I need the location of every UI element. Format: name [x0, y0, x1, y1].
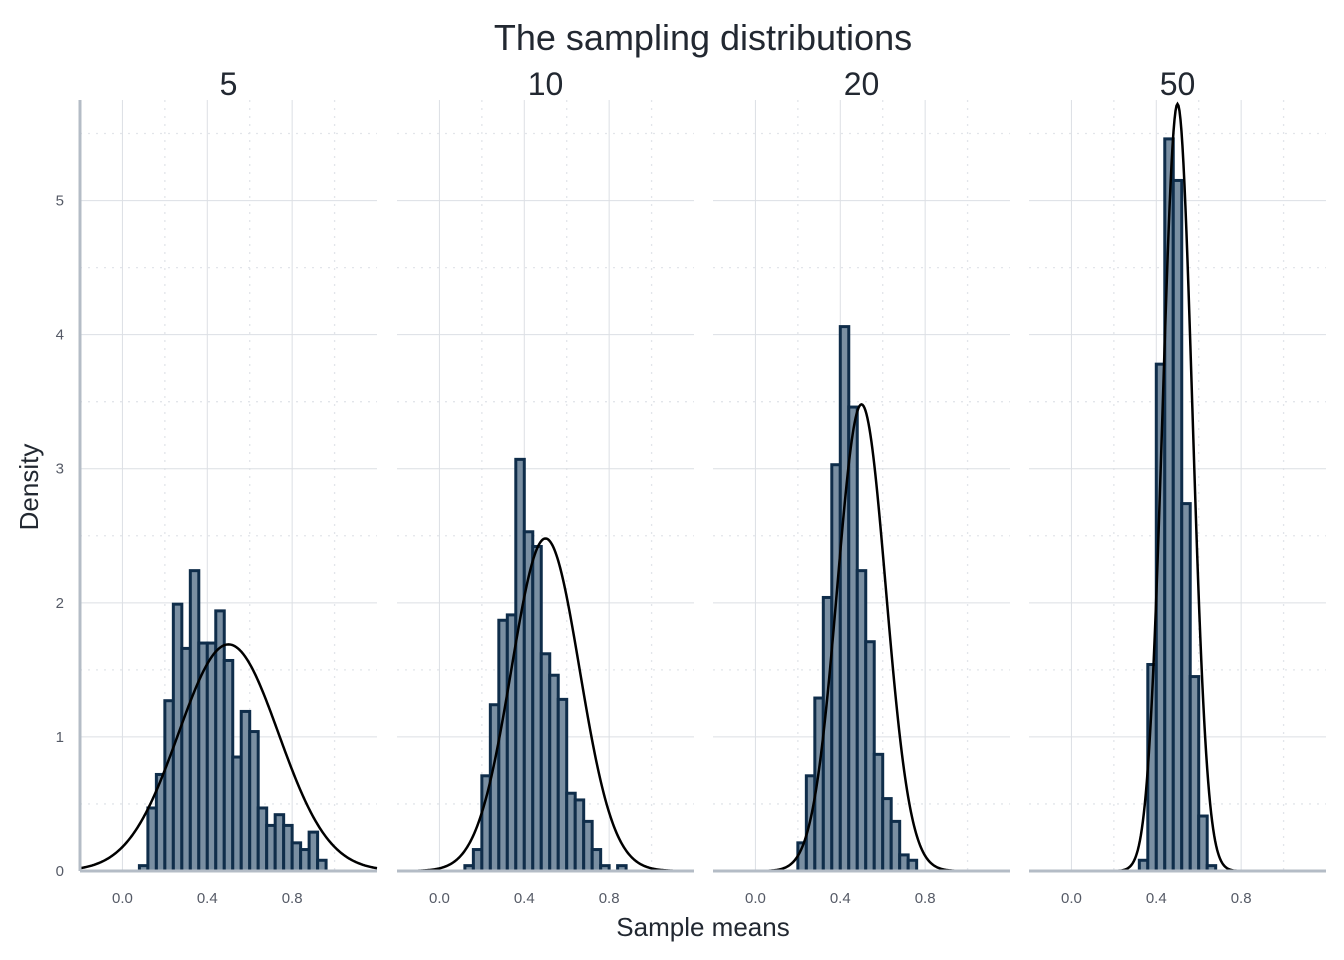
- histogram-bar: [906, 858, 919, 873]
- y-tick-label: 1: [56, 729, 64, 746]
- y-tick-label: 3: [56, 461, 64, 478]
- x-tick-label: 0.4: [830, 890, 851, 907]
- panel-5: 5 0.0 0.4 0.8 0 1 2 3 4 5: [56, 66, 378, 907]
- y-tick-label: 0: [56, 863, 64, 880]
- x-tick-label: 0.8: [599, 890, 620, 907]
- x-tick-label: 0.0: [1061, 890, 1082, 907]
- panel-20: 20 0.0 0.4 0.8: [713, 66, 1010, 907]
- facet-label: 10: [528, 66, 564, 102]
- x-tick-label: 0.4: [514, 890, 535, 907]
- facet-label: 50: [1160, 66, 1196, 102]
- histogram-bar: [316, 858, 328, 873]
- histogram-bar: [1197, 814, 1209, 873]
- x-axis-label: Sample means: [616, 912, 789, 942]
- y-tick-label: 2: [56, 595, 64, 612]
- y-tick-label: 4: [56, 327, 64, 344]
- facet-label: 20: [844, 66, 880, 102]
- x-tick-label: 0.8: [1231, 890, 1252, 907]
- facet-label: 5: [220, 66, 238, 102]
- x-tick-label: 0.0: [112, 890, 133, 907]
- x-tick-label: 0.4: [1146, 890, 1167, 907]
- normal-density-curve: [79, 643, 378, 870]
- x-tick-label: 0.4: [197, 890, 218, 907]
- x-tick-label: 0.0: [429, 890, 450, 907]
- normal-density-curve: [397, 537, 694, 873]
- y-axis-label: Density: [14, 444, 44, 531]
- x-tick-label: 0.8: [282, 890, 303, 907]
- panel-10: 10 0.0 0.4 0.8: [397, 66, 694, 907]
- x-tick-label: 0.0: [745, 890, 766, 907]
- x-tick-label: 0.8: [915, 890, 936, 907]
- panel-50: 50 0.0 0.4 0.8: [1029, 66, 1326, 907]
- y-tick-label: 5: [56, 193, 64, 210]
- chart-title: The sampling distributions: [494, 17, 912, 58]
